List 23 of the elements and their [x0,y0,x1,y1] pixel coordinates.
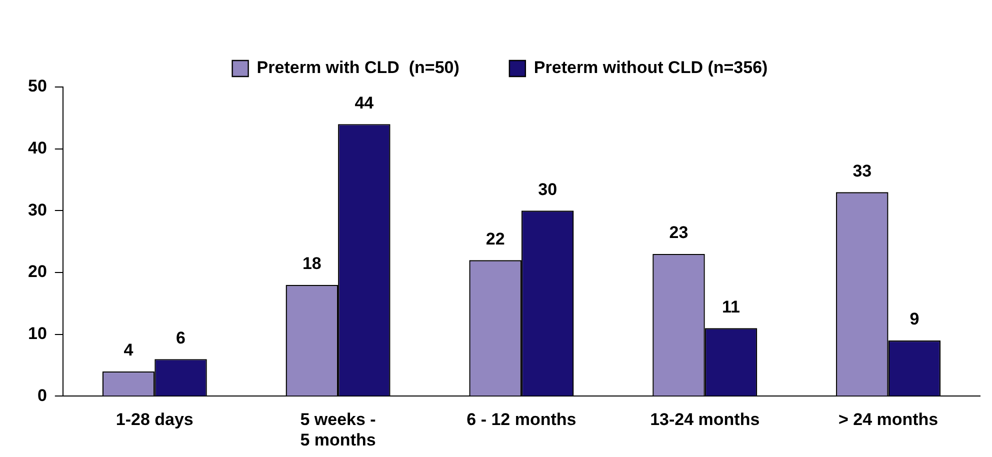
y-tick-label: 0 [37,386,47,405]
x-tick-label: > 24 months [838,410,938,430]
data-label: 33 [852,161,872,180]
data-label: 22 [486,229,505,248]
data-label: 30 [538,180,558,199]
x-tick-label: 5 weeks - 5 months [300,410,376,450]
y-tick-label: 40 [28,138,47,158]
data-label: 6 [176,328,186,348]
data-label: 18 [302,254,322,274]
y-tick-label: 10 [28,324,47,344]
legend-label: Preterm with CLD (n=50) [256,58,460,78]
legend-label: Preterm without CLD (n=356) [534,58,768,78]
data-label: 44 [354,93,374,112]
data-label: 9 [910,310,920,329]
x-tick-label: 6 - 12 months [466,410,576,430]
data-label: 4 [124,340,134,360]
y-tick-label: 50 [28,76,47,96]
x-tick-label: 13-24 months [650,410,760,430]
data-label: 11 [722,297,740,316]
y-tick-label: 20 [28,262,47,282]
x-tick-label: 1-28 days [116,410,194,430]
y-tick-label: 30 [28,200,47,220]
data-label: 23 [669,223,688,242]
